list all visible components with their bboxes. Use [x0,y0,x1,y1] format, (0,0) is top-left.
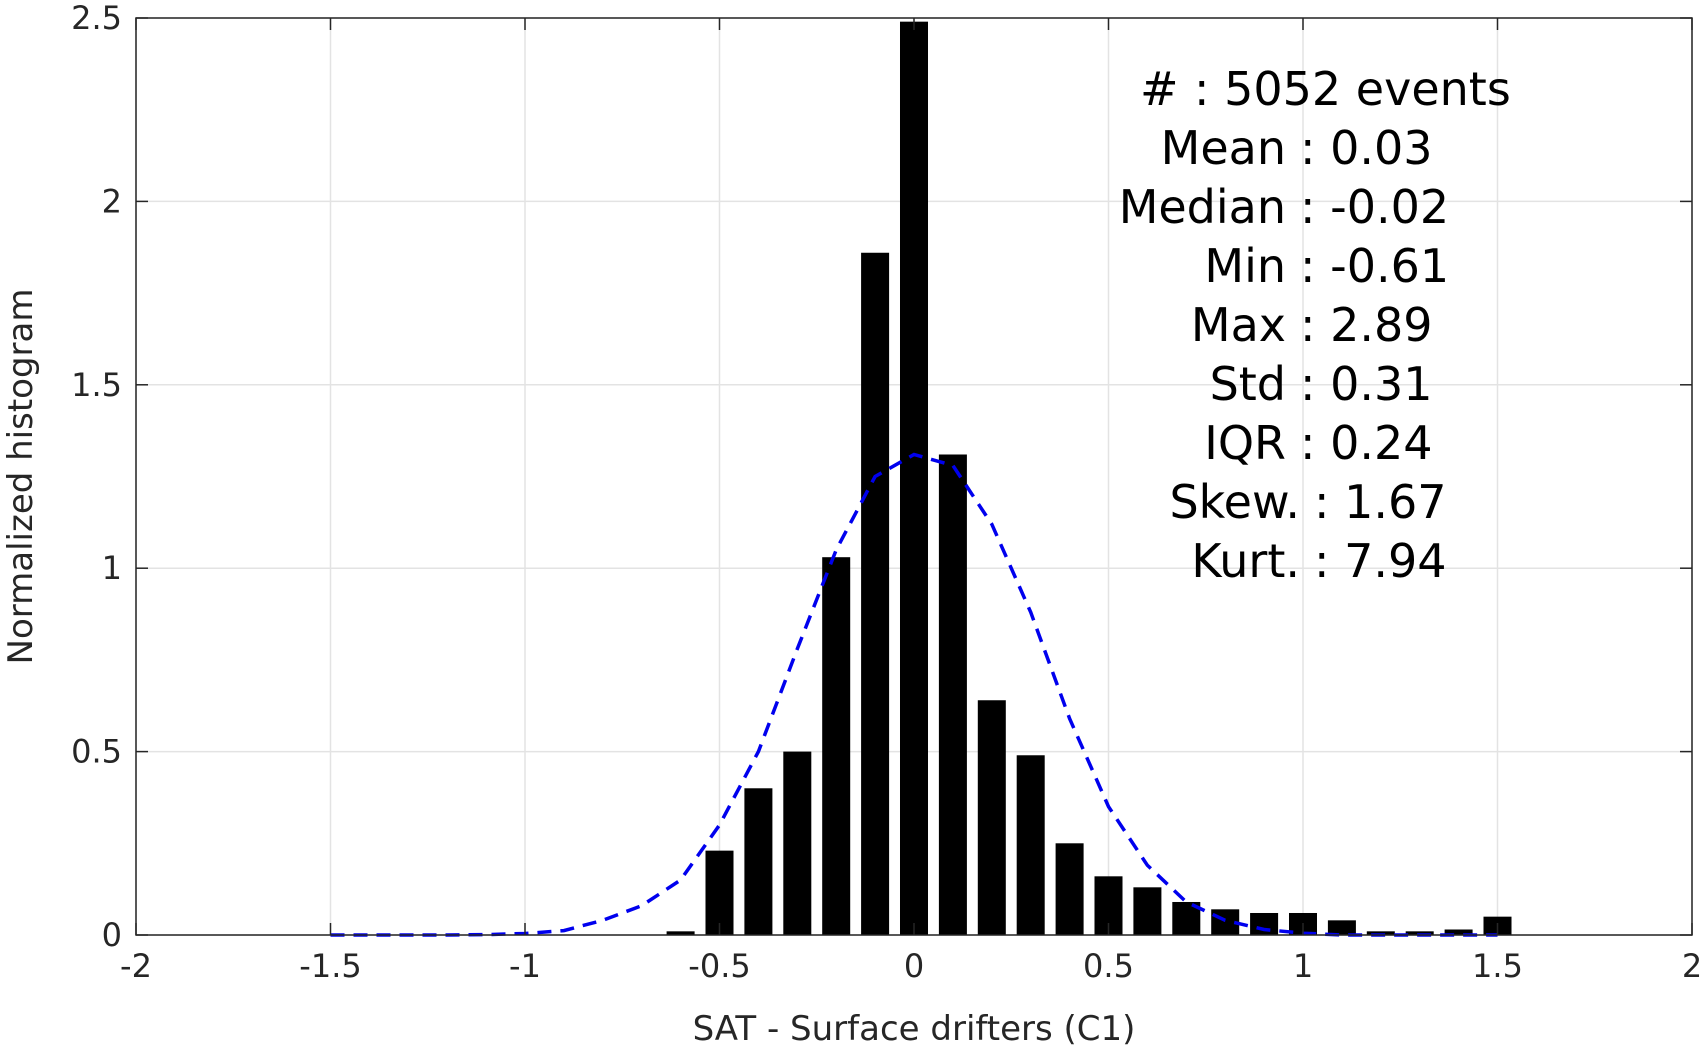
histogram-bar [1366,931,1395,935]
stat-label: Std [1210,357,1286,411]
stat-label: Mean [1161,121,1286,175]
x-tick-label: 2 [1682,947,1702,985]
stat-value: : 5052 events [1194,62,1511,116]
histogram-bar [744,788,773,935]
histogram-bar [666,931,695,935]
x-tick-label: -0.5 [688,947,750,985]
histogram-bar [1327,920,1356,935]
histogram-bar [1444,929,1473,935]
y-tick-label: 1.5 [71,366,122,404]
bars-layer [666,21,1512,936]
histogram-bar [1016,755,1045,935]
histogram-bar [938,454,967,935]
y-tick-labels: 0 0.5 1 1.5 2 2.5 [71,0,122,954]
stat-label: Max [1191,298,1286,352]
ticks-layer [135,17,1693,936]
y-tick-label: 1 [102,549,122,587]
stat-label: Median [1119,180,1286,234]
y-tick-label: 0 [102,916,122,954]
stat-label: Min [1204,239,1286,293]
y-tick-label: 2.5 [71,0,122,37]
y-axis-label: Normalized histogram [1,289,41,665]
x-tick-label: -1.5 [299,947,361,985]
stat-value: : 0.03 [1300,121,1433,175]
stat-value: : 1.67 [1314,475,1447,529]
y-tick-label: 0.5 [71,733,122,771]
stat-value: : -0.61 [1300,239,1449,293]
x-tick-label: 0 [904,947,924,985]
stat-value: : 2.89 [1300,298,1433,352]
stat-value: : 0.24 [1300,416,1433,470]
stat-label: # [1140,62,1179,116]
stat-value: : 7.94 [1314,534,1447,588]
x-tick-label: 1 [1293,947,1313,985]
x-tick-label: -2 [120,947,152,985]
stat-value: : 0.31 [1300,357,1433,411]
stat-label: Kurt. [1191,534,1300,588]
histogram-bar [1405,931,1434,935]
x-tick-label: 0.5 [1083,947,1134,985]
histogram-bar [1133,887,1162,935]
x-tick-label: -1 [509,947,541,985]
x-tick-labels: -2 -1.5 -1 -0.5 0 0.5 1 1.5 2 [120,947,1702,985]
histogram-bar [783,751,812,935]
stat-label: IQR [1204,416,1286,470]
stat-label: Skew. [1169,475,1300,529]
y-tick-label: 2 [102,182,122,220]
histogram-bar [1250,912,1279,935]
x-axis-label: SAT - Surface drifters (C1) [693,1009,1136,1049]
histogram-bar [977,700,1006,935]
histogram-bar [1055,843,1084,935]
histogram-bar [899,21,929,936]
histogram-bar [861,252,890,935]
stat-value: : -0.02 [1300,180,1449,234]
histogram-bar [822,557,851,935]
x-tick-label: 1.5 [1472,947,1523,985]
histogram-bar [705,850,734,935]
